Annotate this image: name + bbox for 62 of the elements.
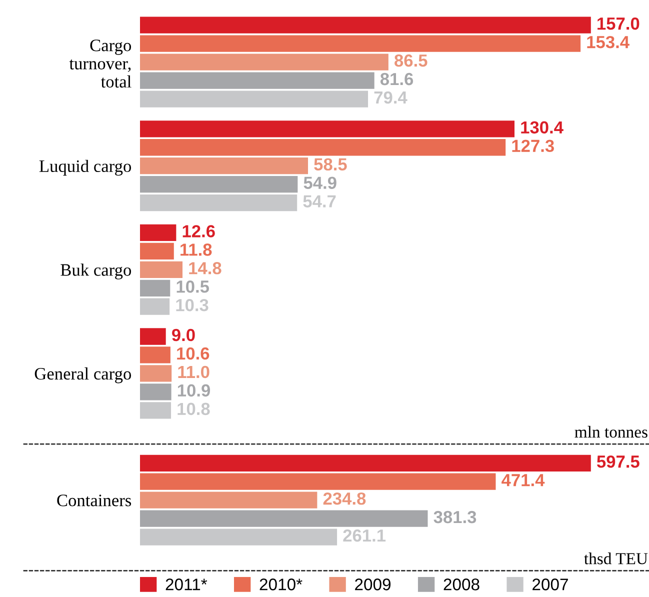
data-label: 10.6	[177, 347, 210, 360]
data-label: 234.8	[323, 492, 366, 505]
bar	[140, 473, 496, 490]
bar	[140, 90, 368, 108]
bar	[140, 528, 338, 546]
data-label: 79.4	[374, 91, 408, 104]
data-label: 11.8	[180, 244, 212, 256]
data-label: 12.6	[182, 225, 215, 238]
data-label: 11.0	[178, 366, 210, 378]
bar	[140, 242, 174, 260]
bar	[140, 280, 170, 296]
data-label: 127.3	[512, 140, 554, 152]
data-label: 153.4	[587, 36, 630, 48]
data-label: 261.1	[343, 529, 386, 542]
bar	[140, 35, 581, 52]
legend-label: 2011*	[166, 578, 208, 590]
data-label: 10.5	[176, 280, 210, 293]
x-axis-title: mln tonnes	[574, 426, 648, 438]
y-tick-label: General cargo	[34, 367, 131, 384]
data-label: 9.0	[172, 328, 195, 342]
bar	[140, 402, 172, 419]
data-label: 54.7	[303, 195, 336, 208]
bar	[140, 224, 176, 242]
data-label: 10.9	[178, 384, 210, 397]
bar	[140, 298, 170, 315]
bar	[140, 384, 172, 400]
bar	[140, 261, 183, 278]
x-axis-title: thsd TEU	[584, 552, 648, 564]
y-tick-label: Buk cargo	[60, 264, 132, 280]
bar	[140, 176, 298, 193]
y-tick-label: Containers	[57, 494, 132, 506]
bar	[140, 139, 506, 156]
bar	[140, 16, 591, 34]
bar	[140, 54, 388, 70]
data-label: 471.4	[502, 474, 545, 486]
data-label: 54.9	[304, 176, 336, 189]
data-label: 597.5	[596, 456, 640, 468]
bar	[140, 510, 428, 527]
bar	[140, 328, 166, 345]
data-label: 10.3	[176, 298, 208, 312]
legend-label: 2009	[355, 578, 391, 590]
y-tick-label: Cargo turnover, total	[69, 40, 132, 88]
bar	[140, 492, 318, 508]
y-tick-label: Luquid cargo	[39, 160, 132, 176]
legend-label: 2008	[444, 578, 480, 590]
data-label: 381.3	[434, 510, 476, 524]
data-label: 130.4	[521, 121, 564, 134]
data-label: 14.8	[189, 262, 222, 274]
bar	[140, 194, 298, 212]
bar	[140, 120, 514, 138]
data-label: 10.8	[178, 402, 210, 416]
legend-label: 2007	[532, 578, 568, 590]
legend-label: 2010*	[260, 578, 302, 590]
data-label: 58.5	[314, 158, 347, 171]
bar	[140, 346, 170, 364]
data-label: 157.0	[598, 17, 640, 30]
bar	[140, 158, 308, 174]
data-label: 86.5	[394, 54, 428, 67]
bar	[140, 72, 374, 89]
data-label: 81.6	[380, 72, 414, 86]
bar	[140, 365, 172, 382]
bar	[140, 454, 591, 472]
